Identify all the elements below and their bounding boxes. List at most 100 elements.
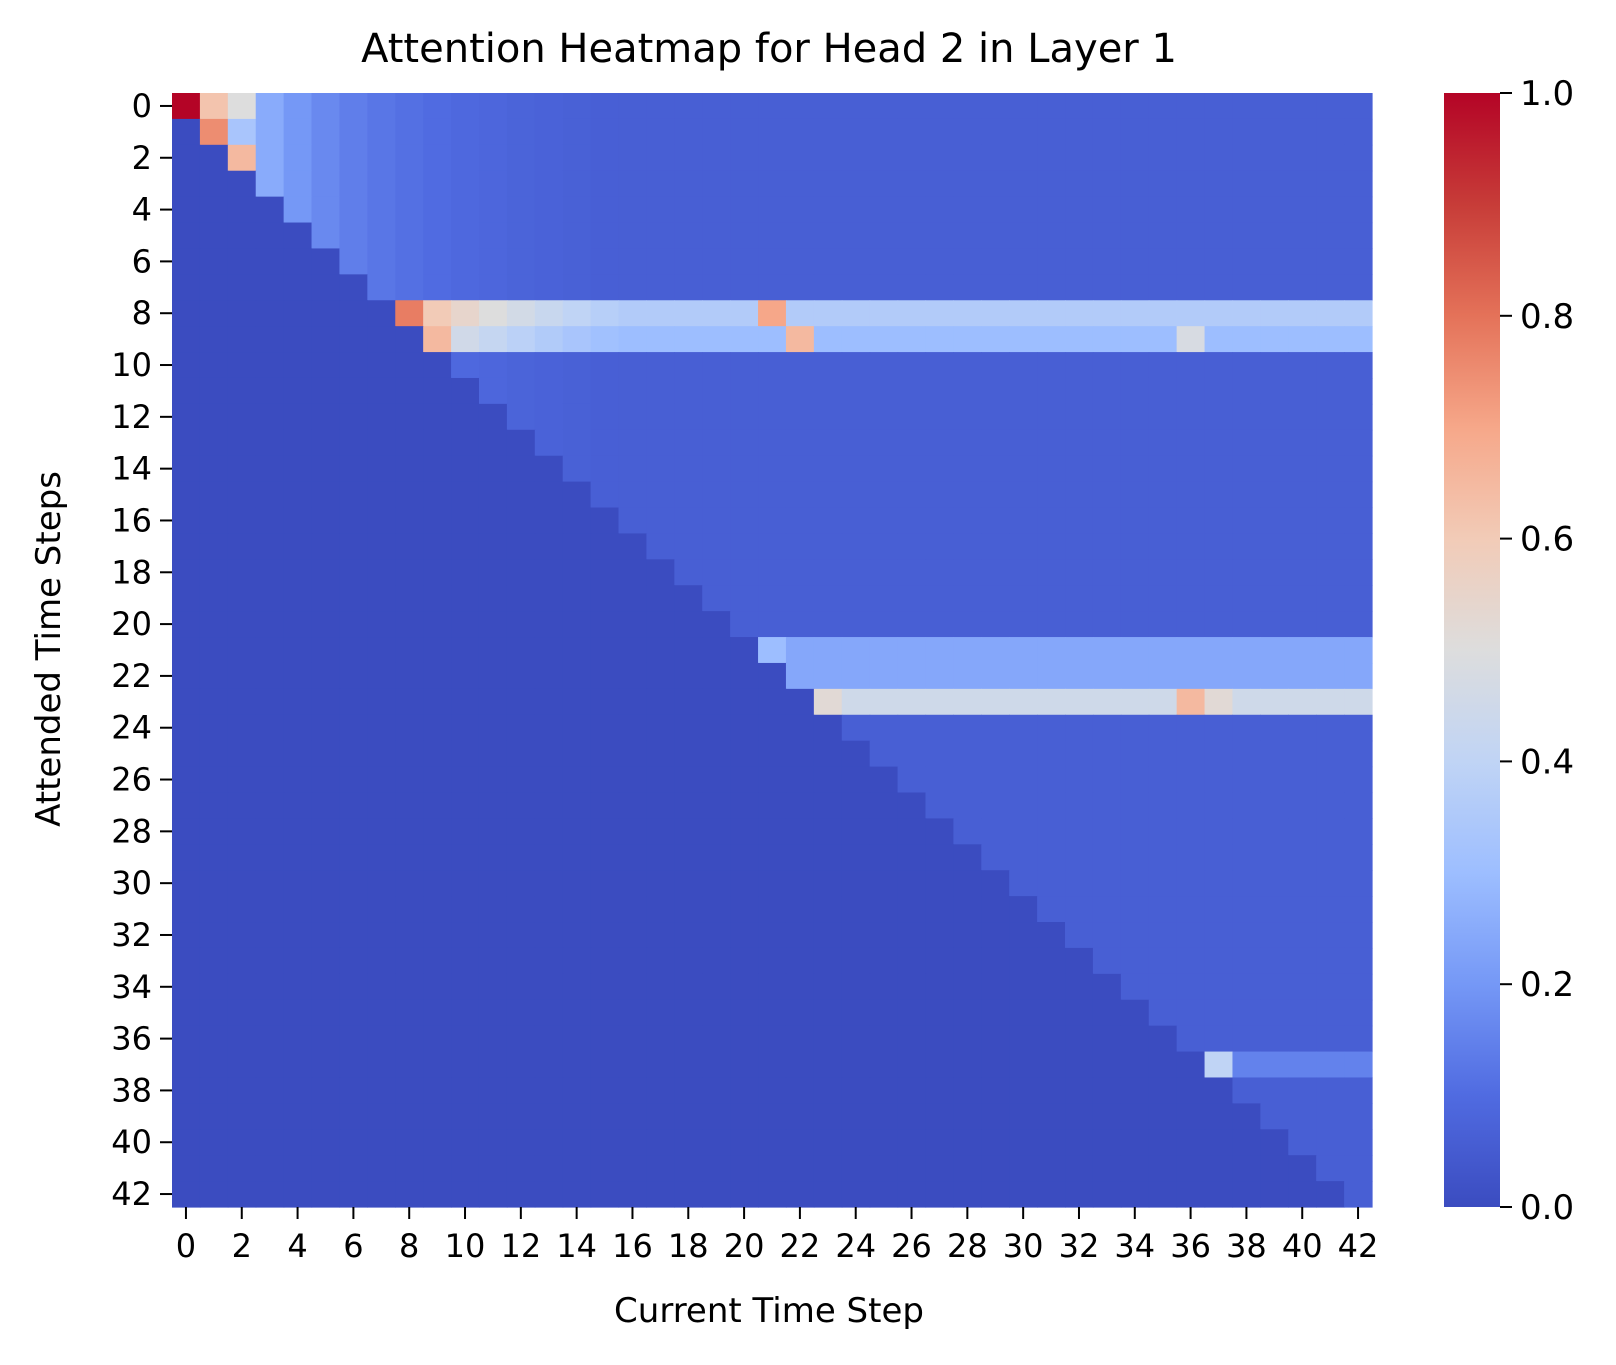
heatmap-cell <box>674 1077 703 1104</box>
heatmap-cell <box>1260 196 1289 224</box>
heatmap-cell <box>813 922 843 949</box>
heatmap-cell <box>1232 714 1261 742</box>
heatmap-cell <box>506 818 536 845</box>
heatmap-cell <box>367 662 396 690</box>
heatmap-cell <box>897 533 927 560</box>
heatmap-cell <box>478 507 508 535</box>
y-tick-label: 14 <box>111 450 152 488</box>
heatmap-cell <box>283 222 313 250</box>
heatmap-cell <box>897 973 927 1001</box>
heatmap-cell <box>1288 403 1317 431</box>
heatmap-cell <box>1009 870 1038 897</box>
heatmap-cell <box>423 222 452 250</box>
heatmap-cell <box>646 973 675 1001</box>
heatmap-cell <box>813 377 843 405</box>
heatmap-cell <box>423 688 452 716</box>
heatmap-cell <box>1037 792 1066 819</box>
heatmap-cell <box>1120 818 1150 845</box>
heatmap-cell <box>1092 144 1122 172</box>
heatmap-cell <box>1009 585 1038 612</box>
heatmap-cell <box>758 1129 787 1156</box>
heatmap-cell <box>1120 999 1150 1027</box>
heatmap-cell <box>339 611 368 638</box>
heatmap-cell <box>227 93 257 120</box>
heatmap-cell <box>199 973 229 1001</box>
heatmap-cell <box>172 533 201 560</box>
heatmap-cell <box>1148 662 1178 690</box>
heatmap-cell <box>1092 481 1122 509</box>
heatmap-cell <box>311 740 341 768</box>
heatmap-cell <box>1009 1155 1038 1182</box>
heatmap-cell <box>758 1155 787 1182</box>
heatmap-cell <box>534 637 564 664</box>
heatmap-cell <box>1260 922 1289 949</box>
heatmap-cell <box>897 1103 927 1130</box>
heatmap-cell <box>674 870 703 897</box>
heatmap-cell <box>1288 688 1317 716</box>
heatmap-cell <box>730 455 759 483</box>
heatmap-cell <box>590 896 620 923</box>
heatmap-cell <box>953 714 982 742</box>
heatmap-cell <box>590 1077 620 1104</box>
heatmap-cell <box>925 947 954 975</box>
heatmap-cell <box>897 429 927 457</box>
heatmap-cell <box>1344 300 1373 327</box>
heatmap-cell <box>590 688 620 716</box>
heatmap-cell <box>534 1051 564 1079</box>
heatmap-cell <box>1260 93 1289 120</box>
heatmap-cell <box>618 481 648 509</box>
heatmap-cell <box>981 844 1010 871</box>
heatmap-cell <box>1316 559 1345 586</box>
heatmap-cell <box>1344 1129 1373 1156</box>
heatmap-cell <box>283 1181 313 1208</box>
colorbar-tick-label: 0.2 <box>1520 965 1574 1005</box>
heatmap-cell <box>1120 766 1150 794</box>
heatmap-cell <box>1204 637 1234 664</box>
heatmap-cell <box>702 352 731 379</box>
heatmap-cell <box>1065 585 1094 612</box>
heatmap-cell <box>451 688 480 716</box>
heatmap-cell <box>785 896 815 923</box>
heatmap-cell <box>451 947 480 975</box>
heatmap-cell <box>227 559 257 586</box>
heatmap-cell <box>702 585 731 612</box>
heatmap-cell <box>367 118 396 146</box>
heatmap-cell <box>981 93 1010 120</box>
heatmap-cell <box>451 429 480 457</box>
heatmap-cell <box>283 766 313 794</box>
heatmap-cell <box>1232 352 1261 379</box>
heatmap-cell <box>925 870 954 897</box>
heatmap-cell <box>758 1025 787 1053</box>
heatmap-cell <box>981 1181 1010 1208</box>
heatmap-cell <box>339 844 368 871</box>
heatmap-cell <box>618 455 648 483</box>
heatmap-cell <box>590 947 620 975</box>
heatmap-cell <box>1232 533 1261 560</box>
x-tick-label: 36 <box>1170 1227 1211 1265</box>
heatmap-cell <box>1260 300 1289 327</box>
heatmap-cell <box>702 999 731 1027</box>
heatmap-cell <box>730 844 759 871</box>
heatmap-cell <box>1176 611 1206 638</box>
heatmap-cell <box>562 637 592 664</box>
heatmap-cell <box>283 688 313 716</box>
heatmap-cell <box>841 870 871 897</box>
heatmap-cell <box>1288 896 1317 923</box>
heatmap-cell <box>255 222 285 250</box>
heatmap-cell <box>590 222 620 250</box>
heatmap-cell <box>590 1051 620 1079</box>
heatmap-cell <box>339 118 368 146</box>
heatmap-cell <box>758 1051 787 1079</box>
heatmap-cell <box>702 766 731 794</box>
heatmap-cell <box>283 559 313 586</box>
heatmap-cell <box>562 144 592 172</box>
heatmap-cell <box>785 222 815 250</box>
heatmap-cell <box>1092 170 1122 198</box>
heatmap-cell <box>562 559 592 586</box>
heatmap-cell <box>367 1103 396 1130</box>
heatmap-cell <box>395 300 424 327</box>
heatmap-cell <box>590 170 620 198</box>
heatmap-cell <box>618 144 648 172</box>
heatmap-cell <box>172 248 201 275</box>
heatmap-cell <box>1120 352 1150 379</box>
